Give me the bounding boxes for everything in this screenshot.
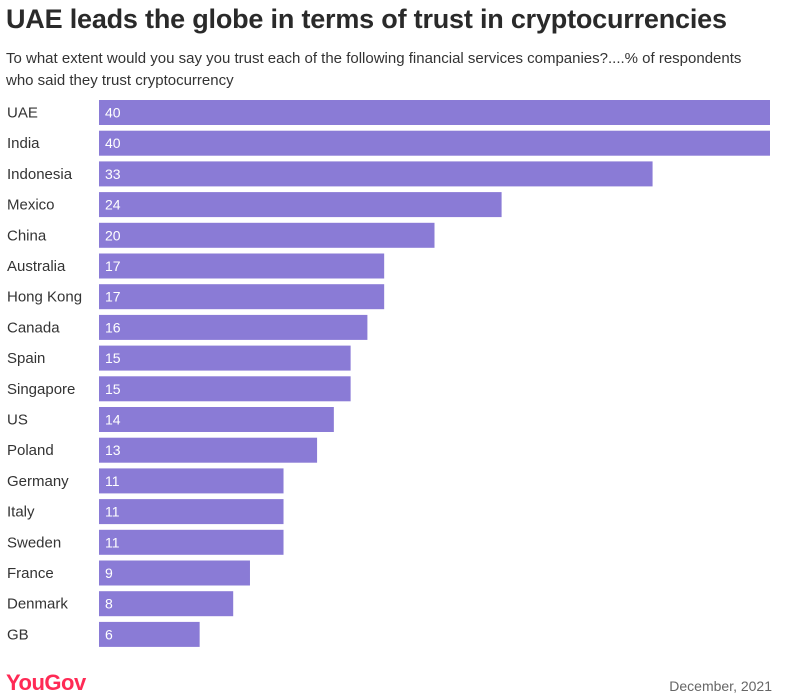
bar-spain <box>99 345 351 371</box>
bar-canada <box>99 314 368 340</box>
category-label-sweden: Sweden <box>7 534 61 551</box>
value-label-sweden: 11 <box>105 534 120 550</box>
chart-title: UAE leads the globe in terms of trust in… <box>6 4 727 34</box>
bar-us <box>99 407 334 432</box>
category-label-singapore: Singapore <box>7 381 75 398</box>
bar-france <box>99 560 250 586</box>
category-label-us: US <box>7 412 28 429</box>
bar-singapore <box>99 376 351 402</box>
bar-italy <box>99 499 284 525</box>
category-label-hong-kong: Hong Kong <box>7 289 82 306</box>
value-label-gb: 6 <box>105 626 113 642</box>
category-label-australia: Australia <box>7 258 66 275</box>
category-label-denmark: Denmark <box>7 596 68 613</box>
value-label-denmark: 8 <box>105 596 113 612</box>
value-label-hong-kong: 17 <box>105 289 121 305</box>
category-label-italy: Italy <box>7 504 35 521</box>
bar-poland <box>99 437 318 463</box>
category-label-uae: UAE <box>7 105 38 122</box>
category-label-gb: GB <box>7 626 29 643</box>
category-label-spain: Spain <box>7 350 45 367</box>
value-label-uae: 40 <box>105 105 121 121</box>
category-label-mexico: Mexico <box>7 197 55 214</box>
bar-indonesia <box>99 161 653 187</box>
bar-australia <box>99 253 385 279</box>
bar-china <box>99 222 435 248</box>
category-label-poland: Poland <box>7 442 54 459</box>
value-label-australia: 17 <box>105 258 121 274</box>
value-label-spain: 15 <box>105 350 121 366</box>
value-label-germany: 11 <box>105 473 120 489</box>
value-label-singapore: 15 <box>105 381 121 397</box>
bar-chart: UAE 40 India 40 Indonesia 33 Mexico 24 China 20 Au… <box>7 100 770 647</box>
category-label-france: France <box>7 565 54 582</box>
category-label-india: India <box>7 135 40 152</box>
category-label-china: China <box>7 227 47 244</box>
value-label-mexico: 24 <box>105 197 121 213</box>
yougov-logo: YouGov <box>6 670 86 695</box>
bar-gb <box>99 621 200 647</box>
category-label-germany: Germany <box>7 473 69 490</box>
value-label-us: 14 <box>105 412 121 428</box>
value-label-canada: 16 <box>105 319 121 335</box>
value-label-france: 9 <box>105 565 113 581</box>
value-label-india: 40 <box>105 135 121 151</box>
publication-date: December, 2021 <box>669 678 772 694</box>
category-label-canada: Canada <box>7 319 60 336</box>
bar-denmark <box>99 591 234 617</box>
bar-hong-kong <box>99 284 385 310</box>
bar-uae <box>99 100 770 125</box>
bar-germany <box>99 468 284 494</box>
chart-subtitle: To what extent would you say you trust e… <box>6 50 742 89</box>
category-label-indonesia: Indonesia <box>7 166 73 183</box>
value-label-china: 20 <box>105 227 121 243</box>
value-label-indonesia: 33 <box>105 166 121 182</box>
value-label-italy: 11 <box>105 504 120 520</box>
value-label-poland: 13 <box>105 442 121 458</box>
bar-india <box>99 130 770 156</box>
bar-mexico <box>99 192 502 218</box>
bar-sweden <box>99 529 284 555</box>
